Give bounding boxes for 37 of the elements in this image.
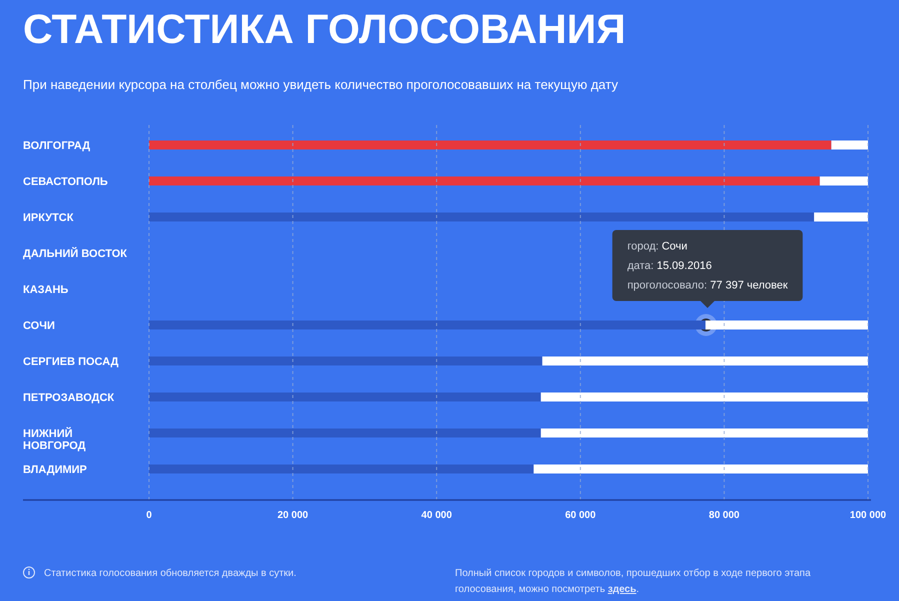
annotation: дата: 15.09.2016 xyxy=(627,260,712,272)
bar xyxy=(149,464,534,474)
annotation: проголосовало: 77 397 человек xyxy=(627,280,788,292)
y-tick-label: ВОЛГОГРАД xyxy=(23,140,90,152)
bar xyxy=(149,392,541,402)
annotation: город: Сочи xyxy=(627,240,688,252)
text: Полный список городов и символов, прошедших отбор в ходе первого этапа голосования, можно посмотреть здесь. xyxy=(455,568,814,595)
y-tick-label: НИЖНИЙ НОВГОРОД xyxy=(23,427,86,452)
bar xyxy=(149,212,814,222)
y-tick-label: ИРКУТСК xyxy=(23,212,74,224)
x-tick-label: 60 000 xyxy=(565,510,596,521)
chart-subtitle: При наведении курсора на столбец можно увидеть количество проголосовавших на текущую дату xyxy=(23,77,618,92)
bar xyxy=(540,428,868,438)
bar xyxy=(540,392,868,402)
bar xyxy=(149,140,832,150)
x-tick-label: 100 000 xyxy=(850,510,887,521)
chart-title: СТАТИСТИКА ГОЛОСОВАНИЯ xyxy=(23,6,626,52)
y-tick-label: ПЕТРОЗАВОДСК xyxy=(23,392,114,404)
y-tick-label: СОЧИ xyxy=(23,320,55,332)
y-tick-label: СЕРГИЕВ ПОСАД xyxy=(23,356,119,368)
x-tick-label: 40 000 xyxy=(421,510,452,521)
text: Статистика голосования обновляется дважды в сутки. xyxy=(44,568,296,579)
bar xyxy=(149,356,542,366)
bar xyxy=(534,464,868,474)
x-tick-label: 20 000 xyxy=(278,510,309,521)
bar xyxy=(542,356,868,366)
bar xyxy=(814,212,868,222)
y-tick-label: ВЛАДИМИР xyxy=(23,464,87,476)
x-tick-label: 0 xyxy=(146,510,152,521)
y-tick-label: КАЗАНЬ xyxy=(23,284,68,296)
bar xyxy=(149,176,820,186)
bar xyxy=(831,140,868,150)
x-tick-label: 80 000 xyxy=(708,510,740,521)
y-tick-label: СЕВАСТОПОЛЬ xyxy=(23,176,108,188)
bar xyxy=(149,428,541,438)
y-tick-label: ДАЛЬНИЙ ВОСТОК xyxy=(23,247,128,260)
bar xyxy=(820,176,868,186)
